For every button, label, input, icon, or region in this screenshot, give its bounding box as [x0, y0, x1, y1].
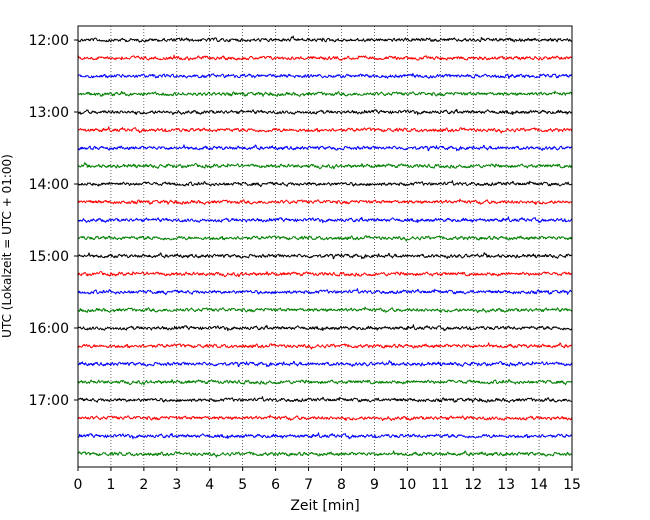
x-tick-label: 1 [106, 477, 115, 493]
x-tick-label: 12 [464, 477, 482, 493]
x-tick-label: 14 [530, 477, 548, 493]
y-tick-label: 14:00 [29, 177, 69, 193]
y-tick-label: 12:00 [29, 33, 69, 49]
seismogram-trace [77, 432, 573, 440]
x-tick-label: 8 [337, 477, 346, 493]
seismogram-trace [77, 379, 573, 386]
seismogram-trace [77, 144, 573, 152]
y-tick-label: 16:00 [29, 321, 69, 337]
seismogram-trace [77, 162, 573, 170]
seismogram-trace [77, 360, 573, 368]
x-tick-label: 0 [74, 477, 83, 493]
seismogram-trace [77, 450, 573, 458]
x-tick-label: 7 [304, 477, 313, 493]
x-tick-label: 6 [271, 477, 280, 493]
y-tick-label: 17:00 [29, 393, 69, 409]
x-axis-label: Zeit [min] [290, 498, 359, 514]
x-tick-label: 11 [431, 477, 449, 493]
x-tick-label: 9 [370, 477, 379, 493]
seismogram-trace [77, 270, 573, 278]
x-tick-label: 3 [172, 477, 181, 493]
y-axis: 12:00 13:00 14:00 15:00 16:00 17:00 [29, 33, 78, 409]
x-tick-label: 4 [205, 477, 214, 493]
seismogram-trace [77, 288, 573, 296]
seismogram-trace [77, 324, 573, 332]
x-tick-label: 2 [139, 477, 148, 493]
seismogram-trace [77, 72, 573, 80]
seismogram-trace [77, 180, 573, 188]
x-tick-label: 15 [563, 477, 581, 493]
x-axis: 0 1 2 3 4 5 6 7 8 9 10 11 12 13 14 15 [74, 467, 581, 493]
x-tick-label: 13 [497, 477, 515, 493]
seismogram-trace [77, 126, 573, 134]
plot-frame [77, 25, 573, 468]
traces [77, 35, 573, 458]
y-tick-label: 13:00 [29, 105, 69, 121]
seismogram-trace [77, 306, 573, 314]
y-axis-label: UTC (Lokalzeit = UTC + 01:00) [0, 154, 14, 338]
seismogram-trace [77, 35, 573, 43]
seismogram-trace [77, 235, 573, 242]
y-tick-label: 15:00 [29, 249, 69, 265]
seismogram-trace [77, 252, 573, 260]
seismogram-trace [77, 216, 573, 224]
x-tick-label: 5 [238, 477, 247, 493]
seismogram-trace [77, 54, 573, 61]
seismogram-trace [77, 414, 573, 422]
seismogram-trace [77, 90, 573, 97]
seismogram-trace [77, 108, 573, 116]
seismogram-trace [77, 198, 573, 205]
x-tick-label: 10 [398, 477, 416, 493]
seismogram-trace [77, 342, 573, 350]
seismogram-trace [77, 396, 573, 403]
